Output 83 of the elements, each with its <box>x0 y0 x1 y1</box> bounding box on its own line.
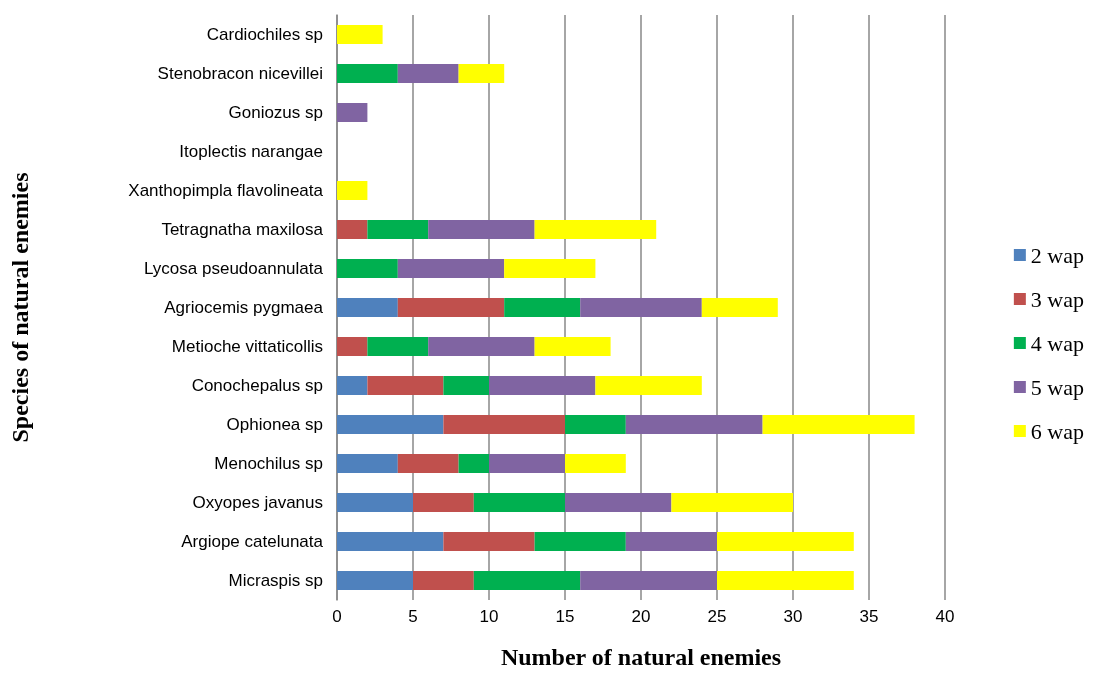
bar <box>337 64 398 83</box>
x-axis-title: Number of natural enemies <box>500 644 782 670</box>
bar <box>337 532 444 551</box>
bar <box>397 259 505 278</box>
x-tick-label: 0 <box>332 607 342 626</box>
bar <box>458 454 489 473</box>
bar <box>337 103 368 122</box>
bar <box>473 571 581 590</box>
legend-label: 4 wap <box>1030 330 1084 356</box>
bar <box>534 220 657 239</box>
x-tick-label: 35 <box>859 607 879 626</box>
x-tick-label: 10 <box>479 607 499 626</box>
bar <box>534 532 626 551</box>
bar <box>367 376 444 395</box>
bar <box>580 571 717 590</box>
bar <box>489 376 596 395</box>
bar <box>428 337 535 356</box>
bar <box>565 454 626 473</box>
y-tick-label: Stenobracon nicevillei <box>157 64 323 83</box>
y-tick-label: Metioche vittaticollis <box>171 337 323 356</box>
bar <box>443 376 489 395</box>
y-axis-title: Species of natural enemies <box>7 172 33 443</box>
bar <box>397 454 459 473</box>
bar <box>337 376 368 395</box>
bar <box>625 415 763 434</box>
bar <box>625 532 717 551</box>
x-tick-label: 25 <box>707 607 727 626</box>
bar <box>367 220 429 239</box>
bar <box>489 454 565 473</box>
y-tick-label: Conochepalus sp <box>191 376 323 395</box>
bar <box>337 181 368 200</box>
legend-label: 6 wap <box>1030 418 1084 444</box>
y-tick-label: Argiope catelunata <box>181 532 324 551</box>
y-tick-label: Lycosa pseudoannulata <box>144 259 324 278</box>
bar <box>337 454 398 473</box>
bar <box>397 64 459 83</box>
y-tick-label: Tetragnatha maxilosa <box>161 220 324 239</box>
x-tick-label: 30 <box>783 607 803 626</box>
bar <box>595 376 702 395</box>
bar <box>473 493 565 512</box>
bar <box>337 220 368 239</box>
y-tick-label: Micraspis sp <box>228 571 323 590</box>
y-tick-label: Ophionea sp <box>226 415 323 434</box>
bar <box>717 532 854 551</box>
bar <box>717 571 854 590</box>
bar <box>443 532 535 551</box>
bar <box>504 259 596 278</box>
bar <box>443 415 565 434</box>
bar <box>337 337 368 356</box>
bar <box>762 415 915 434</box>
bar <box>337 571 413 590</box>
y-tick-label: Cardiochiles sp <box>206 25 323 44</box>
bar <box>565 493 672 512</box>
y-tick-label: Oxyopes javanus <box>192 493 323 512</box>
legend-label: 3 wap <box>1030 286 1084 312</box>
bar <box>701 298 778 317</box>
bar <box>565 415 626 434</box>
bar <box>397 298 505 317</box>
legend-label: 5 wap <box>1030 374 1084 400</box>
y-tick-label: Goniozus sp <box>228 103 323 122</box>
x-tick-label: 5 <box>408 607 418 626</box>
legend-label: 2 wap <box>1030 242 1084 268</box>
bar <box>671 493 793 512</box>
bar <box>337 259 398 278</box>
bar <box>580 298 702 317</box>
bar <box>337 493 413 512</box>
bar <box>337 298 398 317</box>
x-tick-label: 20 <box>631 607 651 626</box>
y-tick-label: Agriocemis pygmaea <box>164 298 324 317</box>
bar <box>458 64 505 83</box>
bar <box>534 337 611 356</box>
y-tick-label: Menochilus sp <box>214 454 323 473</box>
bar <box>337 415 444 434</box>
bar <box>428 220 535 239</box>
bar <box>367 337 429 356</box>
x-tick-label: 15 <box>555 607 575 626</box>
x-tick-label: 40 <box>935 607 955 626</box>
y-tick-label: Itoplectis narangae <box>179 142 323 161</box>
bar <box>337 25 383 44</box>
y-tick-label: Xanthopimpla flavolineata <box>128 181 324 200</box>
bar <box>413 493 474 512</box>
bar <box>413 571 474 590</box>
bar <box>504 298 581 317</box>
